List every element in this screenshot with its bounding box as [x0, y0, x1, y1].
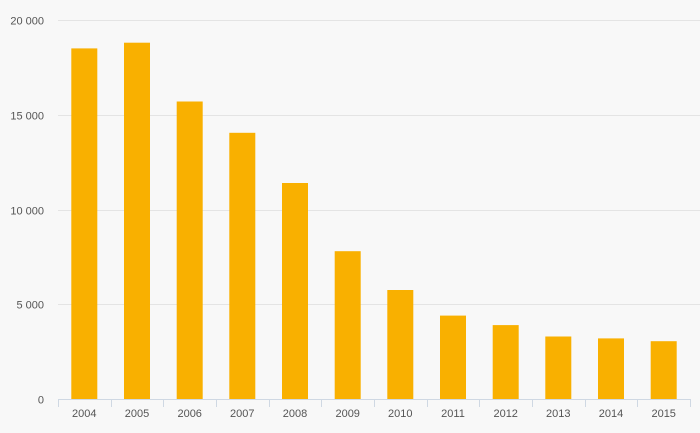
bar-2011 [440, 315, 466, 399]
y-tick-label: 15 000 [10, 111, 44, 123]
y-axis-ticks: 0 5 000 10 000 15 000 20 000 [10, 16, 44, 407]
bar-2007 [229, 132, 256, 400]
y-tick-label: 5 000 [16, 300, 44, 312]
x-tick-label: 2005 [125, 408, 149, 420]
bar-2008 [282, 183, 308, 399]
grid-lines [58, 20, 700, 305]
bar-2009 [334, 251, 361, 399]
bar-2005 [124, 42, 150, 399]
x-tick-label: 2011 [441, 408, 465, 420]
bar-2006 [176, 101, 203, 399]
x-tick-label: 2007 [230, 408, 254, 420]
x-tick-label: 2012 [493, 408, 517, 420]
x-tick-label: 2009 [335, 408, 359, 420]
bars [71, 42, 677, 400]
x-axis: 2004 2005 2006 2007 2008 2009 2010 2011 2012 2013… [58, 399, 691, 420]
bar-2012 [492, 325, 519, 399]
bar-2014 [598, 338, 624, 399]
bar-2004 [71, 48, 98, 400]
x-tick-label: 2014 [599, 408, 623, 420]
x-tick-label: 2013 [546, 408, 570, 420]
x-tick-label: 2008 [283, 408, 307, 420]
y-tick-label: 0 [38, 395, 44, 407]
x-tick-label: 2006 [177, 408, 201, 420]
y-tick-label: 10 000 [10, 206, 44, 218]
y-tick-label: 20 000 [10, 16, 44, 28]
bar-2015 [650, 341, 677, 399]
bar-2013 [545, 336, 572, 399]
x-tick-label: 2010 [388, 408, 412, 420]
x-tick-label: 2004 [72, 408, 96, 420]
x-tick-label: 2015 [651, 408, 675, 420]
bar-2010 [387, 290, 414, 399]
